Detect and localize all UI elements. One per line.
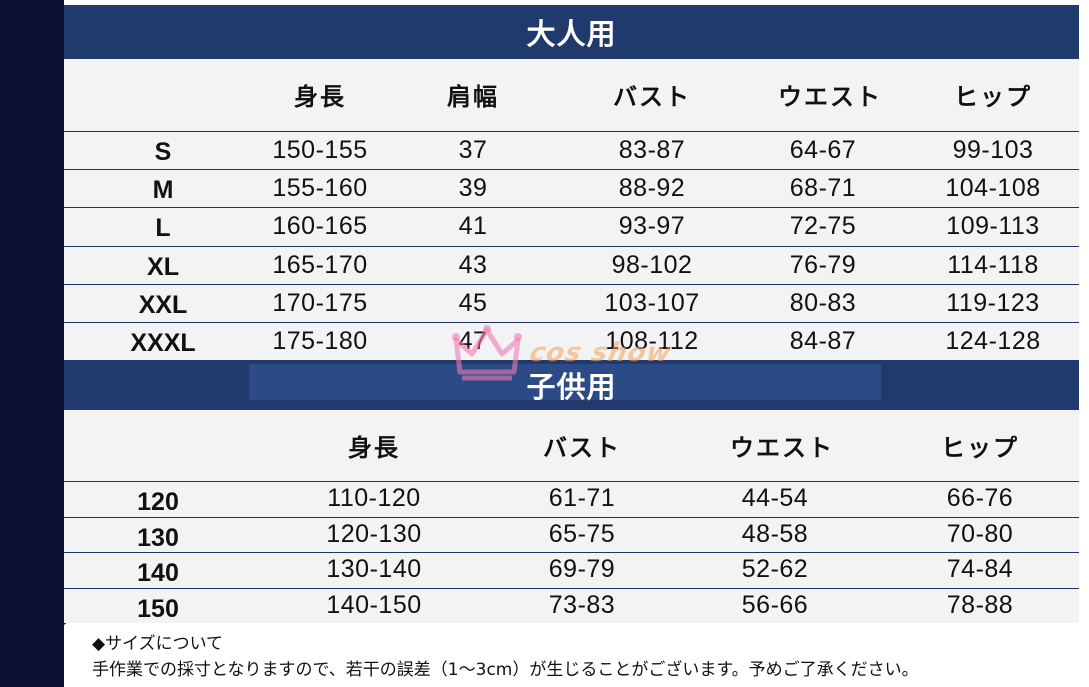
- child-cell: 130-140: [326, 555, 422, 583]
- table-row: 140 130-140 69-79 52-62 74-84: [64, 552, 1079, 588]
- adult-cell: 37: [458, 136, 488, 164]
- adult-cell: 119-123: [946, 288, 1040, 317]
- child-cell: 61-71: [548, 484, 616, 512]
- adult-cell: 88-92: [618, 174, 686, 203]
- adult-cell: 39: [458, 174, 488, 203]
- adult-size-label: XXXL: [130, 329, 196, 357]
- adult-cell: 124-128: [945, 327, 1041, 355]
- child-size-label: 130: [137, 523, 179, 552]
- adult-size-label: XL: [147, 252, 179, 281]
- adult-header-hip: ヒップ: [954, 83, 1032, 111]
- adult-cell: 175-180: [272, 327, 368, 355]
- child-cell: 56-66: [741, 590, 809, 619]
- adult-cell: 68-71: [789, 174, 857, 203]
- adult-cell: 72-75: [789, 212, 857, 241]
- adult-cell: 41: [458, 212, 488, 241]
- adult-cell: 76-79: [789, 250, 857, 279]
- table-row: 120 110-120 61-71 44-54 66-76: [64, 481, 1079, 517]
- child-cell: 74-84: [946, 555, 1014, 583]
- child-cell: 66-76: [946, 484, 1014, 512]
- child-cell: 65-75: [548, 519, 616, 548]
- adult-cell: 160-165: [272, 212, 368, 241]
- child-section-header: 子供用: [64, 360, 1079, 410]
- child-size-label: 150: [137, 594, 179, 623]
- table-row: L 160-165 41 93-97 72-75 109-113: [64, 207, 1079, 245]
- adult-size-label: L: [155, 214, 171, 243]
- adult-section-header: 大人用: [64, 5, 1079, 59]
- child-cell: 52-62: [741, 555, 809, 583]
- size-notes: ◆サイズについて 手作業での採寸となりますので、若干の誤差（1～3cm）が生じる…: [92, 631, 1082, 683]
- child-size-label: 120: [137, 488, 179, 516]
- child-size-table: 身長 バスト ウエスト ヒップ 120 110-120 61-71 44-54 66-7…: [64, 410, 1079, 623]
- child-cell: 120-130: [326, 519, 422, 548]
- adult-header-shoulder: 肩幅: [447, 83, 499, 111]
- adult-cell: 150-155: [272, 136, 368, 164]
- table-row: S 150-155 37 83-87 64-67 99-103: [64, 131, 1079, 169]
- adult-cell: 43: [458, 250, 488, 279]
- table-row: XXXL 175-180 47 108-112 84-87 124-128: [64, 322, 1079, 360]
- child-cell: 69-79: [548, 555, 616, 583]
- child-header-hip: ヒップ: [941, 434, 1019, 462]
- adult-header-bust: バスト: [613, 83, 691, 111]
- table-row: XL 165-170 43 98-102 76-79 114-118: [64, 245, 1079, 284]
- notes-body: 手作業での採寸となりますので、若干の誤差（1～3cm）が生じることがございます。…: [92, 660, 919, 680]
- child-header-bust: バスト: [543, 434, 621, 462]
- adult-header-height: 身長: [294, 83, 346, 111]
- table-row: 150 140-150 73-83 56-66 78-88: [64, 587, 1079, 624]
- adult-size-table: 身長 肩幅 バスト ウエスト ヒップ S 150-155 37 83-87 64-67 9…: [64, 59, 1079, 360]
- adult-size-label: M: [152, 176, 174, 205]
- adult-cell: 114-118: [947, 250, 1039, 279]
- child-cell: 110-120: [327, 484, 421, 512]
- table-row: M 155-160 39 88-92 68-71 104-108: [64, 169, 1079, 207]
- adult-cell: 165-170: [272, 250, 368, 279]
- adult-cell: 109-113: [946, 212, 1040, 241]
- child-cell: 73-83: [548, 590, 616, 619]
- adult-cell: 45: [458, 288, 488, 317]
- adult-size-label: S: [154, 138, 172, 166]
- child-header-band: [249, 364, 881, 400]
- child-header-waist: ウエスト: [730, 434, 834, 462]
- adult-cell: 155-160: [272, 174, 368, 203]
- child-cell: 44-54: [741, 484, 809, 512]
- adult-cell: 99-103: [952, 136, 1034, 164]
- child-cell: 48-58: [741, 519, 809, 548]
- adult-cell: 83-87: [618, 136, 686, 164]
- table-row: 130 120-130 65-75 48-58 70-80: [64, 516, 1079, 553]
- child-header-height: 身長: [348, 434, 400, 462]
- notes-heading: ◆サイズについて: [92, 634, 224, 654]
- child-cell: 70-80: [946, 519, 1014, 548]
- adult-cell: 98-102: [611, 250, 693, 279]
- adult-cell: 64-67: [789, 136, 857, 164]
- child-header-row: 身長 バスト ウエスト ヒップ: [64, 428, 1079, 482]
- adult-cell: 108-112: [605, 327, 699, 355]
- adult-header-row: 身長 肩幅 バスト ウエスト ヒップ: [64, 77, 1079, 131]
- child-section-title: 子供用: [526, 370, 617, 404]
- adult-cell: 104-108: [945, 174, 1041, 203]
- child-cell: 78-88: [946, 590, 1014, 619]
- child-size-label: 140: [137, 559, 179, 587]
- adult-cell: 170-175: [272, 288, 368, 317]
- adult-section-title: 大人用: [526, 17, 617, 51]
- adult-header-waist: ウエスト: [778, 83, 882, 111]
- adult-size-label: XXL: [138, 290, 188, 319]
- adult-cell: 103-107: [604, 288, 700, 317]
- adult-cell: 93-97: [618, 212, 686, 241]
- table-row: XXL 170-175 45 103-107 80-83 119-123: [64, 283, 1079, 322]
- adult-cell: 84-87: [789, 327, 857, 355]
- child-cell: 140-150: [326, 590, 422, 619]
- adult-cell: 80-83: [789, 288, 857, 317]
- adult-cell: 47: [458, 327, 488, 355]
